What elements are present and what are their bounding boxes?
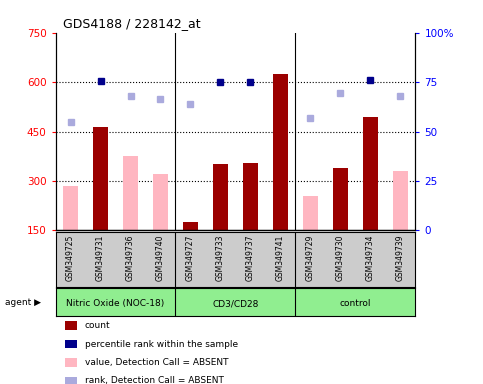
Text: GSM349730: GSM349730 bbox=[336, 234, 345, 281]
Text: GSM349739: GSM349739 bbox=[396, 234, 405, 281]
Text: GSM349741: GSM349741 bbox=[276, 234, 285, 281]
Bar bbox=[303, 196, 318, 230]
Text: CD3/CD28: CD3/CD28 bbox=[212, 299, 259, 308]
Text: count: count bbox=[85, 321, 110, 330]
Bar bbox=[213, 164, 228, 230]
Bar bbox=[63, 186, 78, 230]
Bar bbox=[243, 163, 258, 230]
Text: percentile rank within the sample: percentile rank within the sample bbox=[85, 339, 238, 349]
Text: GSM349731: GSM349731 bbox=[96, 234, 105, 281]
Bar bbox=[363, 117, 378, 230]
Bar bbox=[123, 156, 138, 230]
Bar bbox=[333, 168, 348, 230]
Text: GSM349733: GSM349733 bbox=[216, 234, 225, 281]
Text: GDS4188 / 228142_at: GDS4188 / 228142_at bbox=[63, 17, 200, 30]
Text: GSM349725: GSM349725 bbox=[66, 234, 75, 281]
Text: GSM349727: GSM349727 bbox=[186, 234, 195, 281]
Bar bbox=[183, 222, 198, 230]
Text: Nitric Oxide (NOC-18): Nitric Oxide (NOC-18) bbox=[66, 299, 165, 308]
Text: rank, Detection Call = ABSENT: rank, Detection Call = ABSENT bbox=[85, 376, 224, 384]
Text: GSM349729: GSM349729 bbox=[306, 234, 315, 281]
Text: agent ▶: agent ▶ bbox=[5, 298, 41, 307]
Text: GSM349740: GSM349740 bbox=[156, 234, 165, 281]
Text: control: control bbox=[340, 299, 371, 308]
Bar bbox=[153, 174, 168, 230]
Text: GSM349734: GSM349734 bbox=[366, 234, 375, 281]
Text: value, Detection Call = ABSENT: value, Detection Call = ABSENT bbox=[85, 358, 228, 367]
Bar bbox=[393, 171, 408, 230]
Text: GSM349736: GSM349736 bbox=[126, 234, 135, 281]
Text: GSM349737: GSM349737 bbox=[246, 234, 255, 281]
Bar bbox=[93, 127, 108, 230]
Bar bbox=[273, 74, 288, 230]
